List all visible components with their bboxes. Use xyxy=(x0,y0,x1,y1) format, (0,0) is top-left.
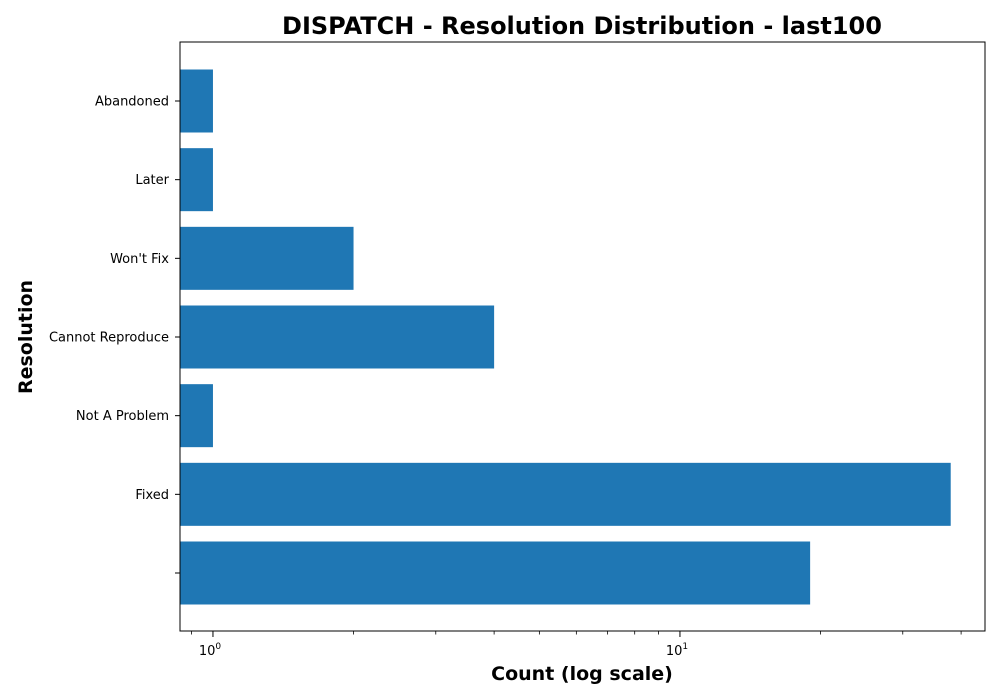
y-axis-ticks: Fixed Not A Problem Cannot Reproduce Won't … xyxy=(49,95,180,574)
y-axis-label: Resolution xyxy=(15,280,37,394)
x-axis-ticks: 100 101 xyxy=(191,631,962,659)
x-tick-exponent: 1 xyxy=(682,642,688,652)
y-tick-label: Cannot Reproduce xyxy=(49,331,169,346)
bar-not-a-problem xyxy=(180,384,213,448)
x-tick-base: 10 xyxy=(666,644,683,659)
chart-title: DISPATCH - Resolution Distribution - las… xyxy=(282,12,882,40)
bar-abandoned xyxy=(180,69,213,133)
x-tick-label: 100 xyxy=(199,642,222,659)
bar-fixed xyxy=(180,462,951,526)
x-tick-exponent: 0 xyxy=(215,642,221,652)
bar-blank xyxy=(180,541,811,605)
bars-group xyxy=(180,69,951,605)
x-tick-base: 10 xyxy=(199,644,216,659)
bar-later xyxy=(180,148,213,212)
y-tick-label: Not A Problem xyxy=(76,409,169,424)
y-tick-label: Later xyxy=(135,173,169,188)
bar-cannot-reproduce xyxy=(180,305,495,369)
y-tick-label: Abandoned xyxy=(95,95,169,110)
x-tick-label: 101 xyxy=(666,642,688,659)
x-axis-label: Count (log scale) xyxy=(491,663,673,685)
bar-won-t-fix xyxy=(180,226,354,290)
y-tick-label: Won't Fix xyxy=(110,252,169,267)
y-tick-label: Fixed xyxy=(135,488,169,503)
